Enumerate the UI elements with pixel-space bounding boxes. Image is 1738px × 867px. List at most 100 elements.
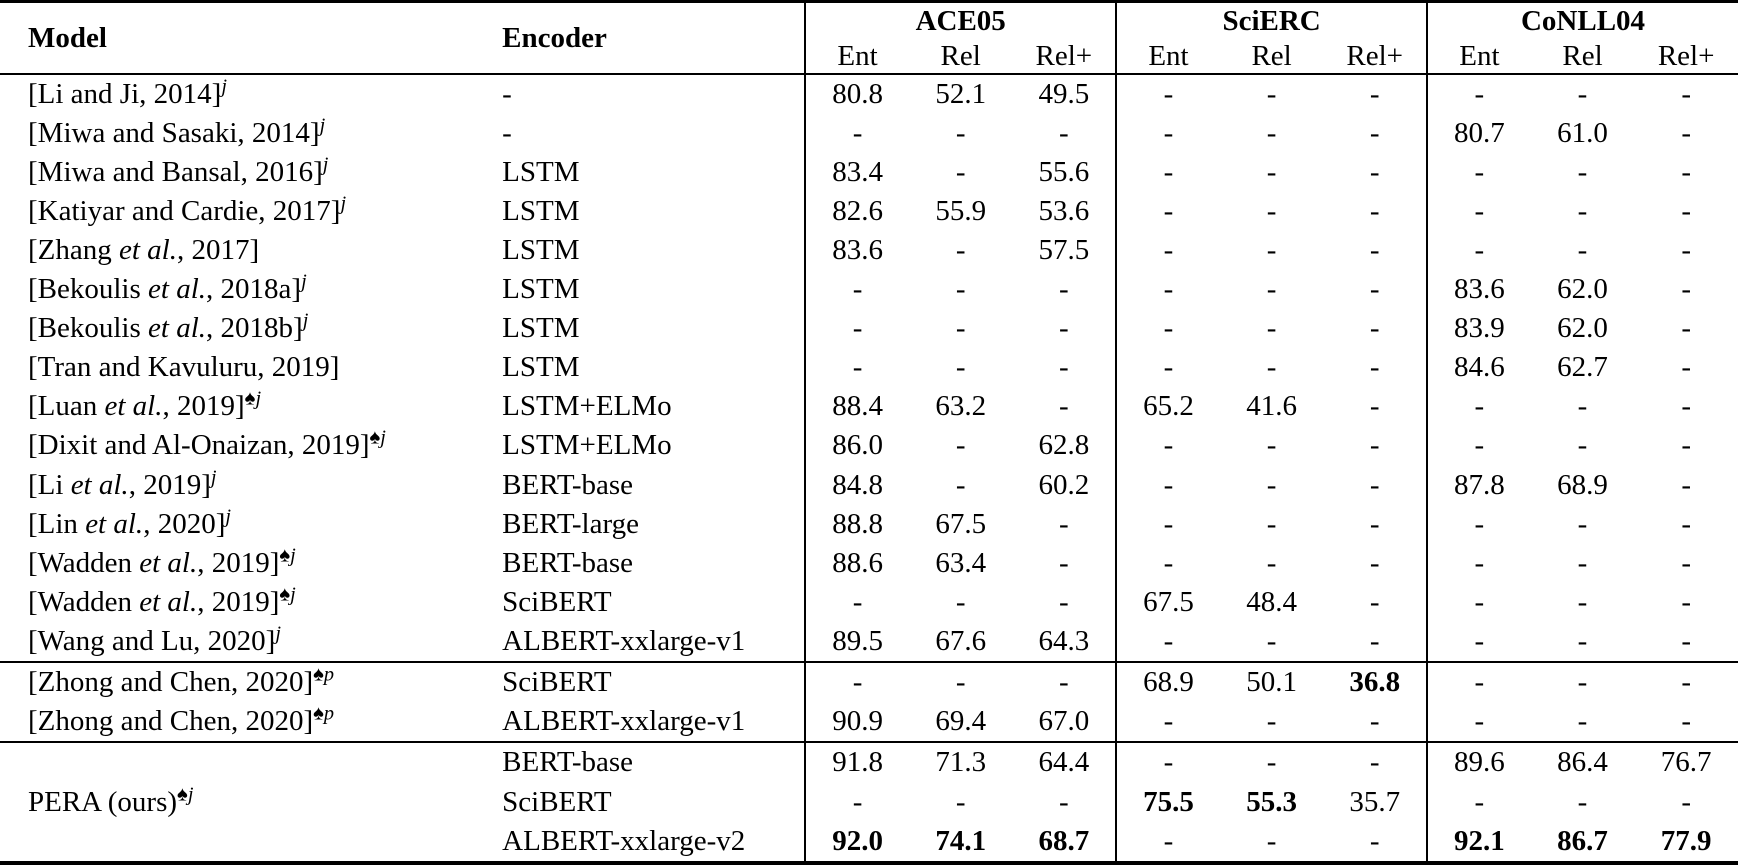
setting-flag: j <box>302 309 309 332</box>
spade-superscript-mark: ♠j <box>369 427 385 449</box>
model-etal-text: et al. <box>70 468 129 501</box>
model-citation-text: [Wadden <box>28 585 140 618</box>
score-cell: 67.5 <box>1115 582 1220 622</box>
score-cell: 68.9 <box>1557 468 1608 501</box>
score-cell: 55.6 <box>1038 156 1090 189</box>
score-cell-empty: - <box>1426 504 1531 544</box>
score-cell-empty: - <box>1369 468 1380 501</box>
score-cell-empty: - <box>1115 504 1220 544</box>
spade-superscript-mark: ♠p <box>313 663 334 685</box>
model-cell-pera: PERA (ours)♠j <box>0 741 501 863</box>
setting-flag: p <box>323 702 335 725</box>
score-cell-empty: - <box>1681 507 1691 540</box>
score-cell: 92.0 <box>804 821 909 863</box>
model-citation-text: , 2017] <box>177 234 260 267</box>
score-cell: 63.4 <box>935 546 987 579</box>
score-cell-empty: - <box>1426 192 1531 232</box>
spade-icon: ♠ <box>313 702 324 725</box>
score-cell-empty: - <box>1577 585 1588 618</box>
score-cell-empty: - <box>1369 624 1380 657</box>
score-cell-empty: - <box>1369 117 1380 150</box>
model-cell: [Zhang et al., 2017] <box>0 231 500 270</box>
score-cell: 92.1 <box>1426 821 1531 863</box>
superscript-mark: j <box>225 505 231 527</box>
table-row: [Zhong and Chen, 2020]♠p SciBERT - - -68.9 50… <box>0 660 1738 703</box>
score-cell-empty: - <box>1115 114 1220 154</box>
table-row: [Li et al., 2019]j BERT-base 84.8-60.2- - -8… <box>0 465 1738 505</box>
score-cell-empty: - <box>1369 390 1380 423</box>
score-cell-empty: - <box>804 582 909 622</box>
encoder-cell: BERT-base <box>500 741 806 783</box>
setting-flag: j <box>322 153 329 176</box>
score-cell: 68.9 <box>1115 660 1220 703</box>
encoder-cell: LSTM <box>502 195 580 228</box>
score-cell: 83.9 <box>1426 309 1531 349</box>
score-cell-empty: - <box>1115 741 1220 783</box>
score-cell-empty: - <box>1426 782 1531 822</box>
score-cell-empty: - <box>1115 821 1220 863</box>
col-header-conll04-rel: Rel <box>1530 39 1635 75</box>
score-cell-empty: - <box>1369 78 1380 111</box>
model-etal-text: et al. <box>119 234 177 267</box>
score-cell: 50.1 <box>1219 660 1324 703</box>
score-cell: 62.7 <box>1557 351 1608 384</box>
score-cell: 89.6 <box>1426 741 1531 783</box>
score-cell-empty: - <box>955 351 966 384</box>
score-cell-empty: - <box>955 312 966 345</box>
model-etal-text: et al. <box>139 546 198 579</box>
score-cell: 88.8 <box>804 504 909 544</box>
group-header-conll04: CoNLL04 <box>1426 1 1738 39</box>
superscript-mark: j <box>275 622 281 644</box>
spade-icon: ♠ <box>244 387 256 410</box>
score-cell: 83.6 <box>804 231 909 271</box>
score-cell-empty: - <box>1266 507 1277 540</box>
encoder-cell: LSTM <box>502 156 580 189</box>
score-cell: 86.7 <box>1557 824 1608 857</box>
setting-flag: j <box>380 426 386 449</box>
score-cell-empty: - <box>1266 273 1277 306</box>
score-cell-empty: - <box>1115 621 1220 662</box>
model-citation-text: [Miwa and Sasaki, 2014] <box>28 117 320 150</box>
score-cell-empty: - <box>1369 546 1380 579</box>
spade-superscript-mark: ♠p <box>313 703 334 725</box>
col-header-scierc-rel-plus: Rel+ <box>1323 39 1428 75</box>
encoder-cell: SciBERT <box>502 585 612 618</box>
score-cell-empty: - <box>1323 741 1428 783</box>
encoder-cell: SciBERT <box>502 785 612 818</box>
encoder-cell: LSTM <box>502 351 580 384</box>
superscript-mark: j <box>211 466 217 488</box>
model-citation-text: [Zhong and Chen, 2020] <box>28 665 314 698</box>
setting-flag: j <box>225 504 231 527</box>
score-cell-empty: - <box>1058 390 1069 423</box>
score-cell-empty: - <box>1577 624 1588 657</box>
setting-flag: p <box>323 663 335 686</box>
score-cell-empty: - <box>1681 585 1691 618</box>
setting-flag: j <box>221 75 227 98</box>
score-cell: 53.6 <box>1038 195 1090 228</box>
score-cell: 35.7 <box>1349 785 1401 818</box>
score-cell: 68.7 <box>1038 824 1090 857</box>
score-cell-empty: - <box>1058 546 1069 579</box>
setting-flag: j <box>340 192 347 215</box>
score-cell-empty: - <box>1530 660 1635 703</box>
score-cell-empty: - <box>804 270 909 310</box>
score-cell-empty: - <box>1681 429 1691 462</box>
superscript-mark: j <box>303 310 309 332</box>
setting-flag: j <box>210 465 217 488</box>
score-cell-empty: - <box>804 782 909 822</box>
spade-superscript-mark: ♠j <box>177 783 193 805</box>
score-cell-empty: - <box>1681 195 1691 228</box>
score-cell: 62.0 <box>1557 312 1608 345</box>
col-header-ace05-rel-plus: Rel+ <box>1012 39 1117 75</box>
score-cell-empty: - <box>1577 785 1588 818</box>
score-cell-empty: - <box>1426 426 1531 466</box>
score-cell-empty: - <box>804 660 909 703</box>
score-cell-empty: - <box>955 429 966 462</box>
col-header-encoder: Encoder <box>500 1 806 75</box>
model-citation-text: [Lin <box>28 507 86 540</box>
score-cell-empty: - <box>1058 507 1069 540</box>
encoder-cell: ALBERT-xxlarge-v1 <box>502 705 746 738</box>
score-cell: 88.4 <box>804 387 909 427</box>
col-header-conll04-ent: Ent <box>1426 39 1531 75</box>
score-cell: 62.0 <box>1557 273 1608 306</box>
